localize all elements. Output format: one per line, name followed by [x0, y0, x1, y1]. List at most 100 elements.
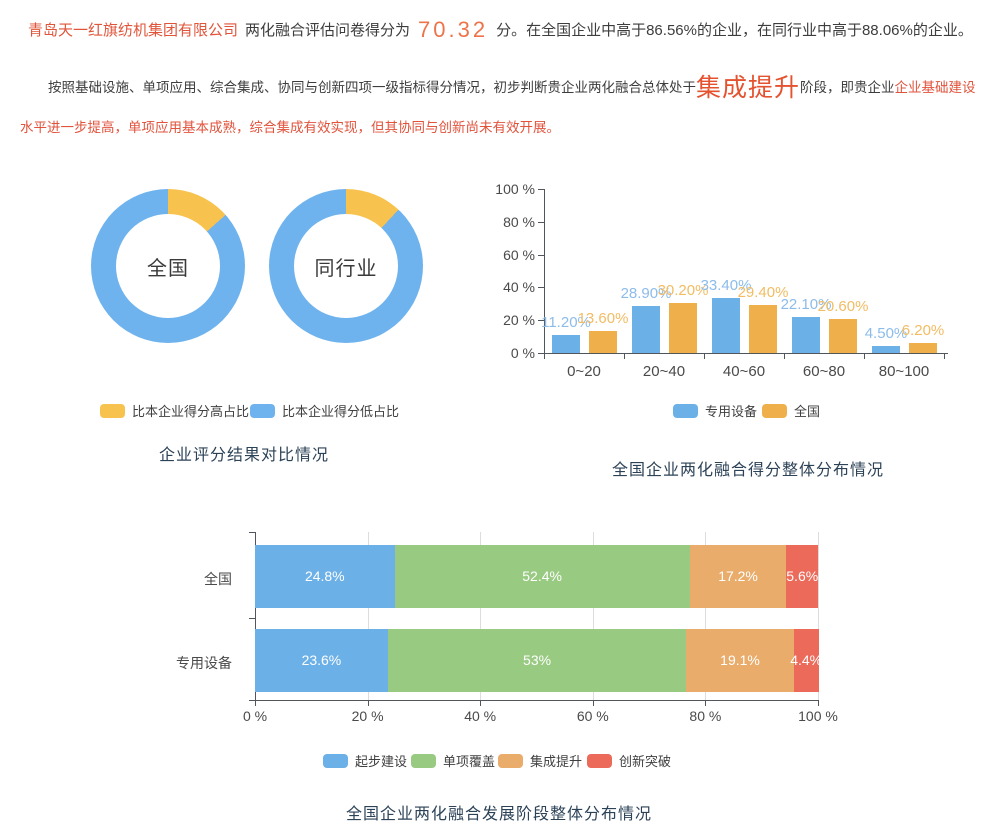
- stack-segment-起步建设-全国[interactable]: [255, 545, 395, 608]
- x-axis-tick: [544, 354, 545, 359]
- y-axis-tick: [538, 254, 544, 256]
- score-value: 70.32: [418, 17, 489, 42]
- y-category-label: 全国: [204, 570, 232, 587]
- stacked-chart-title: 全国企业两化融合发展阶段整体分布情况: [345, 806, 652, 823]
- bar-全国-60~80[interactable]: [829, 319, 857, 353]
- x-axis-label: 80 %: [689, 708, 722, 724]
- y-axis-label: 60 %: [503, 246, 535, 263]
- donut-chart-title: 企业评分结果对比情况: [158, 447, 329, 464]
- stack-segment-集成提升-专用设备[interactable]: [686, 629, 794, 692]
- bar-全国-20~40[interactable]: [669, 303, 697, 353]
- stack-value-label: 24.8%: [304, 567, 345, 584]
- stack-segment-集成提升-全国[interactable]: [689, 545, 787, 608]
- x-axis-label: 0 %: [242, 708, 268, 724]
- gridline: [480, 532, 482, 700]
- stack-segment-单项覆盖-全国[interactable]: [394, 545, 690, 608]
- stack-segment-单项覆盖-专用设备[interactable]: [387, 629, 687, 692]
- x-axis-tick: [704, 354, 705, 359]
- bar-专用设备-40~60[interactable]: [712, 298, 740, 353]
- x-axis-label: 20 %: [351, 708, 384, 724]
- legend-swatch-green: [411, 753, 436, 768]
- legend-swatch-orange: [762, 403, 787, 418]
- stack-value-label: 19.1%: [720, 651, 760, 668]
- y-category-label: 专用设备: [176, 654, 232, 671]
- bar-全国-80~100[interactable]: [909, 342, 937, 353]
- x-axis-tick: [367, 701, 369, 706]
- x-category-label: 80~100: [878, 363, 930, 380]
- donut-center-label: 全国: [147, 257, 189, 280]
- y-axis-label: 20 %: [503, 312, 535, 329]
- y-axis-line: [255, 532, 256, 700]
- stack-value-label: 4.4%: [790, 651, 823, 668]
- y-axis-tick: [538, 320, 544, 322]
- x-axis-tick: [944, 354, 945, 359]
- score-prefix: 两化融合评估问卷得分为: [245, 22, 411, 39]
- legend-label: 起步建设: [355, 754, 408, 769]
- analysis-highlight: 企业基础建设水平进一步提高，单项应用基本成熟，综合集成有效实现，但其协同与创新尚…: [20, 80, 976, 135]
- gridline: [705, 532, 707, 700]
- legend-item-national[interactable]: 全国: [762, 403, 821, 419]
- legend-item-lower-share[interactable]: 比本企业得分低占比: [250, 403, 400, 419]
- donut-center-label: 同行业: [314, 257, 378, 280]
- legend-label: 全国: [794, 404, 821, 419]
- y-axis-tick: [249, 618, 255, 619]
- bar-value-label: 11.20%: [541, 313, 591, 331]
- donut-chart-national[interactable]: 全国: [91, 189, 245, 343]
- analysis-lead: 按照基础设施、单项应用、综合集成、协同与创新四项一级指标得分情况，初步判断贵企业…: [48, 80, 696, 95]
- bar-value-label: 4.50%: [864, 324, 908, 342]
- bar-全国-40~60[interactable]: [749, 304, 777, 353]
- x-axis-label: 40 %: [464, 708, 497, 724]
- legend-label: 比本企业得分低占比: [282, 404, 400, 419]
- y-axis-label: 0 %: [510, 345, 535, 361]
- grouped-bar-chart[interactable]: 0 % 20 % 40 % 60 % 80 % 100 % 0~20 11.20% 13.60%…: [480, 170, 995, 405]
- bar-value-label: 30.20%: [657, 282, 709, 300]
- stack-value-label: 52.4%: [522, 567, 562, 584]
- x-category-label: 60~80: [802, 363, 846, 380]
- gridline: [367, 532, 369, 700]
- bar-value-label: 29.40%: [737, 283, 789, 301]
- legend-item-integration-improvement[interactable]: 集成提升: [498, 753, 583, 769]
- y-axis-tick: [538, 189, 544, 190]
- x-axis-line: [255, 700, 819, 701]
- stack-segment-创新突破-全国[interactable]: [786, 545, 818, 608]
- donut-chart-industry[interactable]: 同行业: [269, 189, 423, 343]
- legend-label: 专用设备: [705, 404, 758, 419]
- legend-swatch-orange: [498, 753, 523, 768]
- legend-label: 比本企业得分高占比: [132, 404, 250, 419]
- legend-item-higher-share[interactable]: 比本企业得分高占比: [100, 403, 250, 419]
- score-summary-text: 青岛天一红旗纺机集团有限公司 两化融合评估问卷得分为 70.32 分。在全国企业中高于…: [28, 13, 989, 48]
- bar-value-label: 6.20%: [901, 321, 945, 339]
- x-axis-tick: [480, 701, 482, 706]
- y-axis-tick: [538, 353, 544, 354]
- y-axis-label: 100 %: [495, 181, 535, 197]
- legend-item-single-coverage[interactable]: 单项覆盖: [411, 753, 495, 769]
- bar-专用设备-0~20[interactable]: [552, 334, 580, 353]
- x-axis-tick: [255, 701, 256, 706]
- stack-value-label: 23.6%: [301, 651, 342, 668]
- bar-专用设备-60~80[interactable]: [792, 316, 820, 353]
- analysis-mid: 阶段，即贵企业: [800, 80, 895, 95]
- x-axis-tick: [624, 354, 625, 359]
- legend-item-start-construction[interactable]: 起步建设: [323, 753, 408, 769]
- stack-value-label: 5.6%: [786, 567, 819, 584]
- bar-value-label: 13.60%: [577, 309, 629, 327]
- x-axis-tick: [818, 701, 819, 706]
- legend-item-innovation-breakthrough[interactable]: 创新突破: [587, 753, 671, 769]
- legend-swatch-blue: [250, 403, 275, 418]
- bar-value-label: 28.90%: [620, 284, 672, 302]
- y-axis-tick: [538, 221, 544, 223]
- bar-全国-0~20[interactable]: [589, 330, 617, 353]
- company-name: 青岛天一红旗纺机集团有限公司: [28, 22, 239, 39]
- bar-专用设备-20~40[interactable]: [632, 305, 660, 353]
- x-axis-line: [544, 353, 948, 354]
- y-axis-label: 40 %: [503, 279, 535, 296]
- stack-segment-起步建设-专用设备[interactable]: [255, 629, 388, 692]
- legend-label: 集成提升: [530, 754, 583, 769]
- y-axis-line: [544, 189, 545, 353]
- stack-segment-创新突破-专用设备[interactable]: [793, 629, 819, 692]
- x-axis-label: 60 %: [576, 708, 609, 724]
- legend-item-special-equipment[interactable]: 专用设备: [673, 403, 758, 419]
- bar-专用设备-80~100[interactable]: [872, 345, 900, 353]
- stacked-bar-chart[interactable]: 0 % 20 % 40 % 60 % 80 % 100 % 全国 24.8% 52.4% 17.2…: [0, 520, 995, 750]
